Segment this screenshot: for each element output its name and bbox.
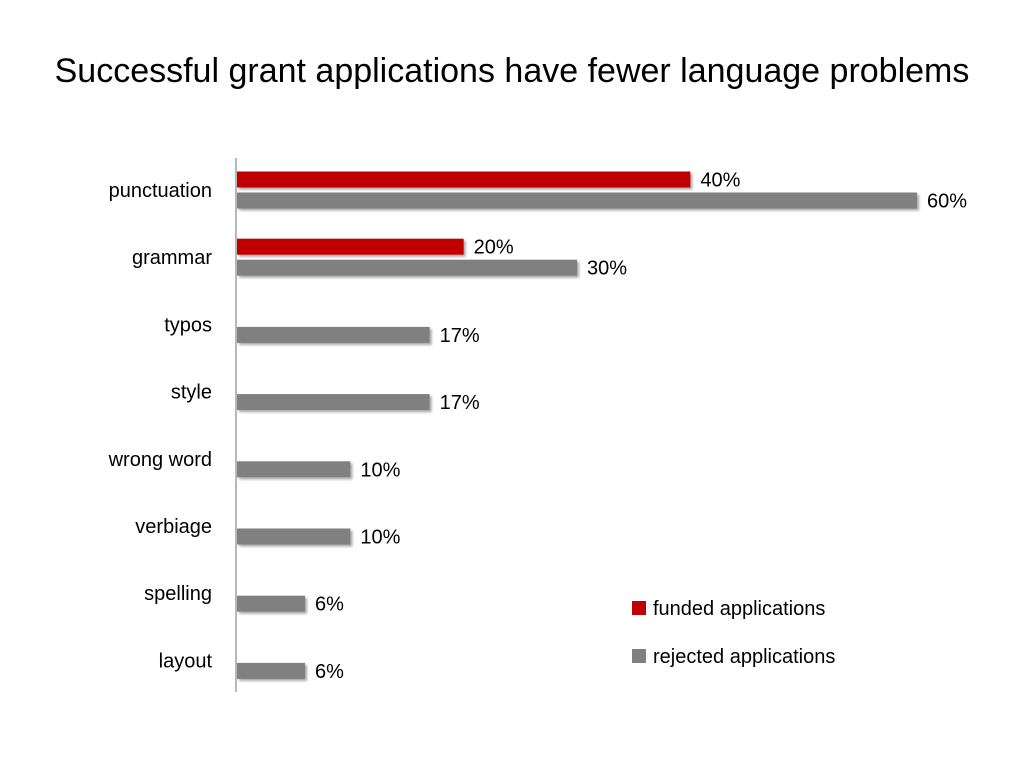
- bar-rejected: [237, 595, 305, 612]
- legend: funded applications rejected application…: [632, 598, 835, 668]
- data-label-rejected: 30%: [587, 258, 627, 280]
- data-label-rejected: 10%: [360, 527, 400, 549]
- bar-rejected: [237, 326, 430, 343]
- category-label: style: [171, 382, 212, 404]
- legend-swatch-rejected: [632, 649, 646, 663]
- data-label-rejected: 6%: [315, 661, 344, 683]
- labels-layer: punctuation 40% 60% grammar 20% 30% typos 17% st…: [108, 170, 968, 683]
- data-label-rejected: 17%: [440, 325, 480, 347]
- data-label-rejected: 17%: [440, 392, 480, 414]
- data-label-funded: 20%: [474, 237, 514, 259]
- bar-funded: [237, 171, 691, 188]
- data-label-rejected: 6%: [315, 594, 344, 616]
- chart-title: Successful grant applications have fewer…: [54, 52, 970, 90]
- bar-rejected: [237, 192, 917, 209]
- bar-rejected: [237, 259, 577, 276]
- data-label-funded: 40%: [700, 170, 740, 192]
- category-label: grammar: [132, 247, 212, 269]
- category-label: verbiage: [135, 516, 212, 538]
- bar-funded: [237, 238, 464, 255]
- data-label-rejected: 10%: [360, 459, 400, 481]
- bar-rejected: [237, 394, 430, 411]
- category-label: wrong word: [108, 449, 212, 471]
- bars-layer: [237, 171, 917, 679]
- bar-rejected: [237, 662, 305, 679]
- legend-label-funded: funded applications: [653, 598, 825, 620]
- category-label: typos: [164, 314, 212, 336]
- bar-rejected: [237, 461, 351, 478]
- legend-label-rejected: rejected applications: [653, 646, 835, 668]
- category-label: punctuation: [109, 180, 212, 202]
- bar-rejected: [237, 528, 351, 545]
- category-label: spelling: [144, 583, 212, 605]
- category-label: layout: [159, 650, 213, 672]
- legend-swatch-funded: [632, 601, 646, 615]
- data-label-rejected: 60%: [927, 191, 967, 213]
